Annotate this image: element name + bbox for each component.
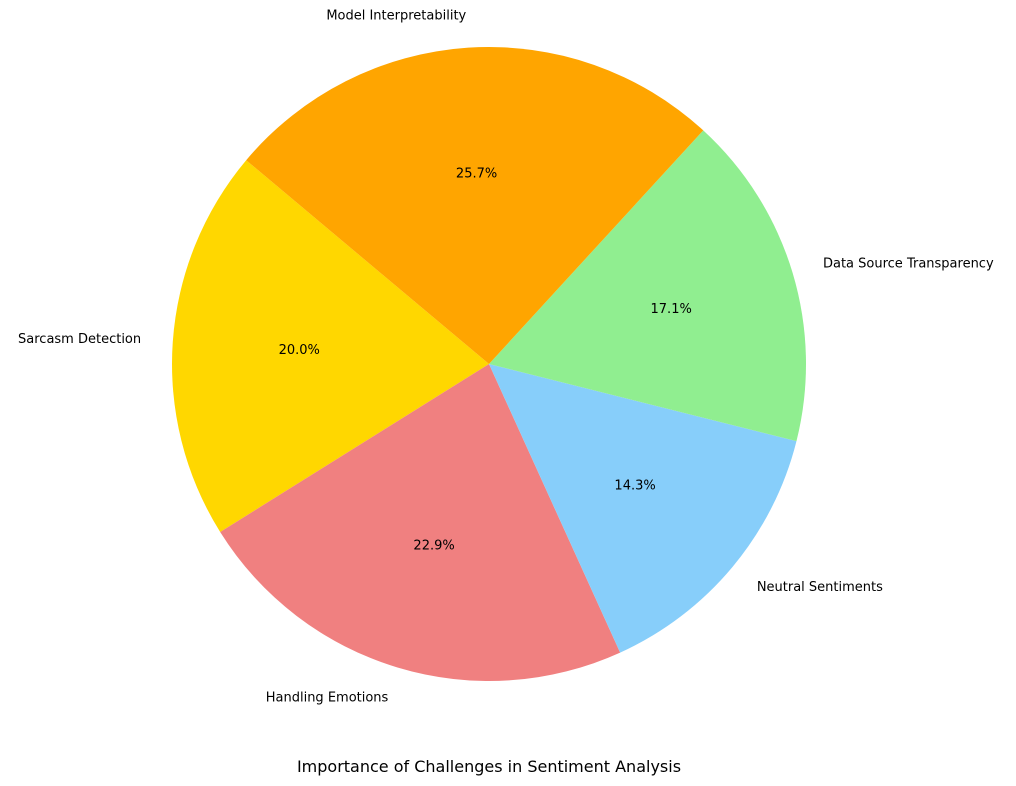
slice-label-neutral-sentiments: Neutral Sentiments <box>757 580 883 595</box>
slice-model-interpretability <box>246 46 704 365</box>
slices-layer <box>171 46 806 681</box>
slice-label-handling-emotions: Handling Emotions <box>266 690 389 705</box>
pct-label-data-source-transparency: 17.1% <box>651 302 692 317</box>
slice-sarcasm-detection <box>171 160 489 532</box>
slice-label-sarcasm-detection: Sarcasm Detection <box>18 332 141 347</box>
chart-title: Importance of Challenges in Sentiment An… <box>297 757 681 776</box>
pct-label-model-interpretability: 25.7% <box>456 167 497 182</box>
slice-label-model-interpretability: Model Interpretability <box>326 9 466 24</box>
labels-layer: 20.0% Sarcasm Detection 22.9% Handling Emot… <box>18 9 994 706</box>
pct-label-handling-emotions: 22.9% <box>413 539 454 554</box>
slice-handling-emotions <box>220 364 621 681</box>
slice-label-data-source-transparency: Data Source Transparency <box>823 256 994 271</box>
slice-neutral-sentiments <box>489 364 797 653</box>
slice-data-source-transparency <box>489 130 806 442</box>
pct-label-sarcasm-detection: 20.0% <box>279 343 320 358</box>
pct-label-neutral-sentiments: 14.3% <box>614 478 655 493</box>
